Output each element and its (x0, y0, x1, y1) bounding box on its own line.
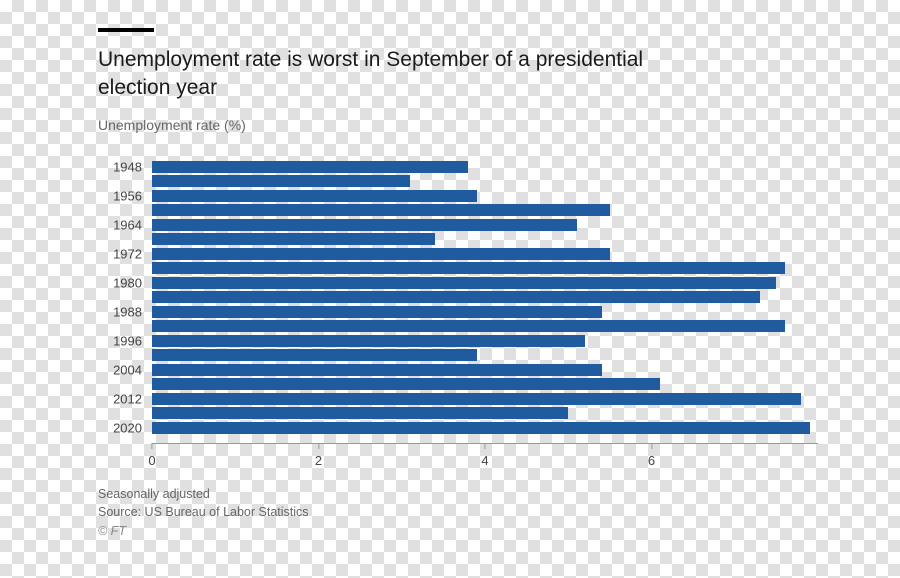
bar (152, 407, 568, 419)
bar-row: 1980 (152, 277, 818, 289)
bar (152, 335, 585, 347)
bar-row: 1956 (152, 190, 818, 202)
bar-row: 1988 (152, 306, 818, 318)
y-axis-label: 1996 (113, 333, 142, 348)
x-tick-label: 0 (148, 453, 155, 468)
bar (152, 378, 660, 390)
bar-row (152, 262, 818, 274)
plot-area: 1948 1956 1964 1972 1980 1988 1996 2004 2012 2020 (152, 161, 818, 443)
bar-row (152, 204, 818, 216)
bar (152, 248, 610, 260)
x-tick: 6 (648, 443, 655, 468)
y-axis-label: 2004 (113, 362, 142, 377)
y-axis-label: 1972 (113, 246, 142, 261)
bar-row (152, 291, 818, 303)
footer-copyright: © FT (98, 522, 840, 541)
y-axis-label: 1980 (113, 275, 142, 290)
bar-row: 1948 (152, 161, 818, 173)
footer-note: Seasonally adjusted (98, 485, 840, 504)
x-tick-mark (318, 443, 319, 449)
y-axis-label: 1948 (113, 159, 142, 174)
bar (152, 277, 776, 289)
y-axis-label: 2020 (113, 420, 142, 435)
bar-row (152, 233, 818, 245)
bar (152, 190, 477, 202)
bar-row (152, 175, 818, 187)
bar-row (152, 407, 818, 419)
bar (152, 204, 610, 216)
bar (152, 161, 468, 173)
x-tick-mark (484, 443, 485, 449)
chart-title: Unemployment rate is worst in September … (98, 46, 718, 103)
chart-footer: Seasonally adjusted Source: US Bureau of… (98, 485, 840, 541)
x-tick-mark (651, 443, 652, 449)
bar-row (152, 349, 818, 361)
x-tick: 2 (315, 443, 322, 468)
bar-row: 1964 (152, 219, 818, 231)
chart-container: Unemployment rate is worst in September … (0, 0, 900, 561)
y-axis-label: 1956 (113, 188, 142, 203)
x-tick: 4 (481, 443, 488, 468)
bar-row: 2004 (152, 364, 818, 376)
bar-row: 2012 (152, 393, 818, 405)
bar-row: 1996 (152, 335, 818, 347)
bar (152, 320, 785, 332)
x-tick-label: 2 (315, 453, 322, 468)
bars-group: 1948 1956 1964 1972 1980 1988 1996 2004 2012 2020 (152, 161, 818, 437)
bar (152, 262, 785, 274)
chart-area: 1948195619641972198019881996200420122020… (98, 161, 818, 471)
y-axis-label: 2012 (113, 391, 142, 406)
chart-subtitle: Unemployment rate (%) (98, 117, 840, 133)
accent-bar (98, 28, 154, 32)
bar (152, 306, 602, 318)
bar (152, 291, 760, 303)
y-axis-label: 1988 (113, 304, 142, 319)
x-tick: 0 (148, 443, 155, 468)
y-axis-label: 1964 (113, 217, 142, 232)
bar (152, 175, 410, 187)
x-tick-label: 4 (481, 453, 488, 468)
bar-row: 2020 (152, 422, 818, 434)
footer-source: Source: US Bureau of Labor Statistics (98, 503, 840, 522)
bar (152, 393, 801, 405)
x-axis: 0246 (152, 443, 818, 471)
x-tick-mark (151, 443, 152, 449)
bar-row (152, 378, 818, 390)
bar (152, 233, 435, 245)
bar (152, 364, 602, 376)
bar (152, 422, 810, 434)
bar-row (152, 320, 818, 332)
bar-row: 1972 (152, 248, 818, 260)
bar (152, 219, 577, 231)
bar (152, 349, 477, 361)
x-tick-label: 6 (648, 453, 655, 468)
